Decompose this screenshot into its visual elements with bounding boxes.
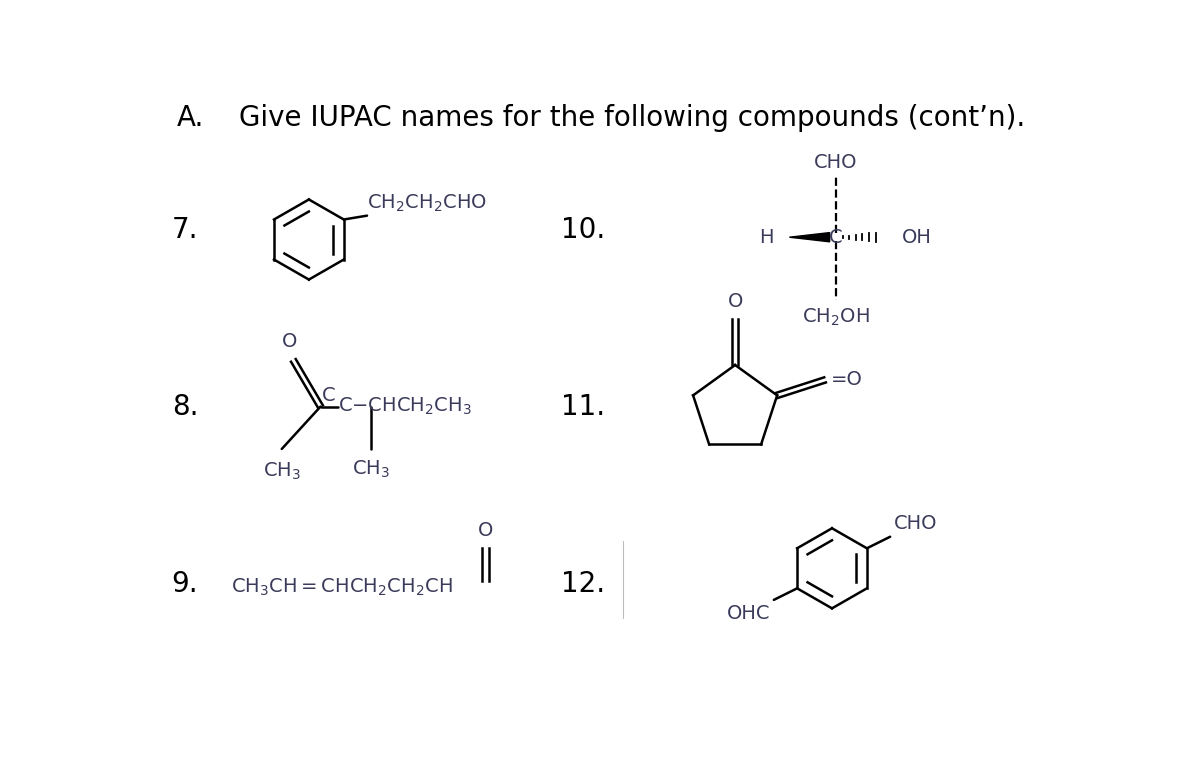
Text: CHO: CHO (894, 514, 937, 533)
Text: Give IUPAC names for the following compounds (cont’n).: Give IUPAC names for the following compo… (239, 104, 1025, 132)
Text: CH$_2$OH: CH$_2$OH (802, 306, 870, 328)
Text: OHC: OHC (726, 604, 770, 623)
Text: CH$_3$CH$=$CHCH$_2$CH$_2$CH: CH$_3$CH$=$CHCH$_2$CH$_2$CH (232, 577, 454, 598)
Text: 7.: 7. (172, 215, 198, 244)
Text: 10.: 10. (560, 215, 605, 244)
Text: CHO: CHO (814, 153, 858, 172)
Text: 9.: 9. (172, 570, 198, 597)
Text: H: H (760, 228, 774, 247)
Text: CH$_2$CH$_2$CHO: CH$_2$CH$_2$CHO (367, 193, 487, 214)
Text: A.: A. (178, 104, 204, 132)
Text: =O: =O (832, 371, 863, 390)
Text: 11.: 11. (560, 393, 605, 421)
Text: O: O (478, 521, 493, 540)
Text: O: O (727, 292, 743, 311)
Text: C: C (322, 386, 336, 405)
Text: C$-$CHCH$_2$CH$_3$: C$-$CHCH$_2$CH$_3$ (338, 396, 473, 417)
Text: OH: OH (901, 228, 931, 247)
Text: C: C (829, 228, 842, 247)
Text: CH$_3$: CH$_3$ (263, 461, 301, 482)
Text: O: O (282, 332, 298, 351)
Polygon shape (790, 232, 829, 242)
Text: 12.: 12. (560, 570, 605, 597)
Text: 8.: 8. (172, 393, 198, 421)
Text: CH$_3$: CH$_3$ (352, 458, 390, 480)
